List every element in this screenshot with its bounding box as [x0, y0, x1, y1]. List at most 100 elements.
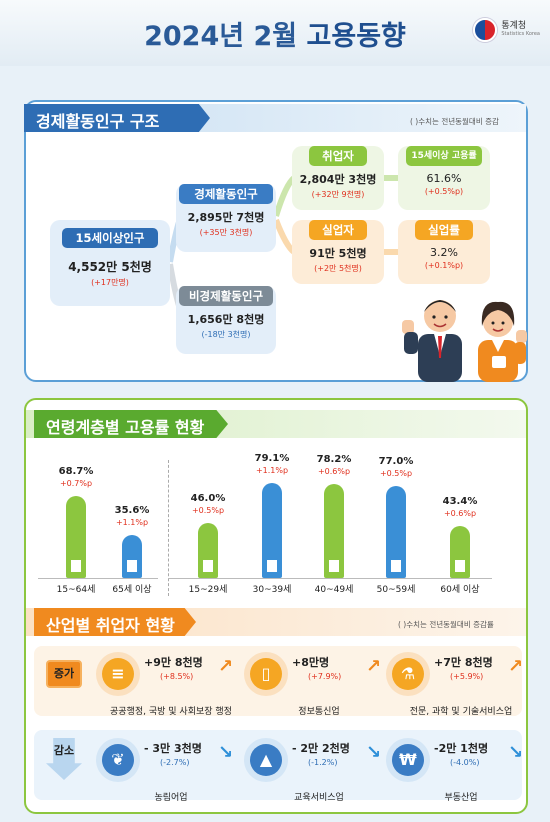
industry-percent: (-2.7%): [160, 758, 190, 767]
population-label: 15세이상인구: [62, 228, 158, 248]
trend-down-arrow-icon: ↘: [366, 742, 382, 763]
people-illustration: [402, 300, 527, 382]
house-won-icon: ₩: [386, 738, 430, 782]
statistics-korea-logo: 통계청 Statistics Korea: [473, 18, 540, 42]
age-employment-chart: 68.7% +0.7%p 15~64세 35.6% +1.1%p 65세 이상 46.0% +…: [28, 440, 524, 600]
document-icon: [125, 558, 139, 574]
employed-box: 취업자 2,804만 3천명 (+32만 9천명): [292, 146, 384, 210]
bar-value-label: 46.0%: [190, 492, 226, 504]
title-prefix: 2024년 2월: [144, 21, 298, 52]
industry-increase-item: ≡ +9만 8천명 (+8.5%) ↗ 공공행정, 국방 및 사회보장 행정: [96, 650, 246, 717]
industry-note: ( )수치는 전년동월대비 증감률: [398, 620, 494, 629]
industry-decrease-item: ❦ - 3만 3천명 (-2.7%) ↘ 농림어업: [96, 736, 246, 803]
bar-value-label: 78.2%: [316, 454, 352, 466]
industry-percent: (+7.9%): [308, 672, 342, 681]
wheat-icon: ❦: [96, 738, 140, 782]
econ-active-value: 2,895만 7천명: [187, 211, 265, 224]
population-change: (+17만명): [91, 278, 129, 287]
economically-active-box: 경제활동인구 2,895만 7천명 (+35만 3천명): [176, 184, 276, 252]
flask-icon: ⚗: [386, 652, 430, 696]
bar: [262, 483, 282, 578]
age-bar-group: 46.0% +0.5%p 15~29세: [178, 440, 238, 600]
industry-percent: (+5.9%): [450, 672, 484, 681]
unemployment-rate-value: 3.2%: [430, 246, 458, 259]
industry-amount: +7만 8천명: [434, 656, 493, 669]
employment-rate-value: 61.6%: [426, 172, 462, 185]
graduation-cap-icon: ▲: [244, 738, 288, 782]
logo-sub: Statistics Korea: [501, 31, 540, 38]
industry-amount: - 2만 2천명: [292, 742, 350, 755]
trend-up-arrow-icon: ↗: [508, 656, 524, 677]
bar-value-label: 35.6%: [114, 505, 150, 517]
employed-value: 2,804만 3천명: [299, 173, 377, 186]
unemployment-rate-change: (+0.1%p): [424, 261, 464, 270]
bar-change-label: +0.7%p: [59, 478, 93, 488]
industry-amount: +8만명: [292, 656, 330, 669]
industry-amount: -2만 1천명: [434, 742, 489, 755]
trend-up-arrow-icon: ↗: [218, 656, 234, 677]
bar-change-label: +0.5%p: [379, 468, 413, 478]
bar: [66, 495, 86, 578]
industry-percent: (-4.0%): [450, 758, 480, 767]
logo-name: 통계청: [501, 21, 527, 32]
industry-name: 전문, 과학 및 기술서비스업: [409, 707, 513, 717]
increase-tag: 증가: [46, 660, 82, 688]
industry-name: 부동산업: [444, 793, 478, 803]
industry-name: 농림어업: [154, 793, 188, 803]
population-value: 4,552만 5천명: [68, 260, 152, 274]
bar: [386, 485, 406, 578]
industry-name: 공공행정, 국방 및 사회보장 행정: [110, 707, 232, 717]
bar-change-label: +0.5%p: [191, 505, 225, 515]
age-bar-group: 43.4% +0.6%p 60세 이상: [430, 440, 490, 600]
industry-name: 교육서비스업: [294, 793, 344, 803]
trend-down-arrow-icon: ↘: [508, 742, 524, 763]
trend-up-arrow-icon: ↗: [366, 656, 382, 677]
unemployment-rate-box: 실업률 3.2% (+0.1%p): [398, 220, 490, 284]
unemployment-rate-label: 실업률: [415, 220, 473, 240]
industry-amount: +9만 8천명: [144, 656, 203, 669]
document-icon: [327, 558, 341, 574]
employed-label: 취업자: [309, 146, 367, 166]
age-bar-group: 68.7% +0.7%p 15~64세: [46, 440, 106, 600]
document-icon: ≡: [96, 652, 140, 696]
industry-increase-item: ▯ +8만명 (+7.9%) ↗ 정보통신업: [244, 650, 394, 717]
age-bar-group: 77.0% +0.5%p 50~59세: [366, 440, 426, 600]
econ-inactive-label: 비경제활동인구: [179, 286, 273, 306]
unemployed-change: (+2만 5천명): [314, 264, 362, 273]
bar-change-label: +0.6%p: [317, 467, 351, 477]
document-icon: [69, 558, 83, 574]
bar-change-label: +0.6%p: [443, 508, 477, 518]
document-icon: [453, 558, 467, 574]
industry-percent: (-1.2%): [308, 758, 338, 767]
bar-category-label: 65세 이상: [112, 585, 152, 595]
bar-value-label: 68.7%: [58, 465, 94, 477]
employment-rate-box: 15세이상 고용률 61.6% (+0.5%p): [398, 146, 490, 210]
chart-baseline: [38, 578, 158, 579]
employment-rate-change: (+0.5%p): [424, 187, 464, 196]
industry-percent: (+8.5%): [160, 672, 194, 681]
unemployed-value: 91만 5천명: [309, 247, 367, 260]
bar-category-label: 30~39세: [252, 585, 292, 595]
title-main: 고용동향: [306, 21, 406, 52]
bar-value-label: 77.0%: [378, 455, 414, 467]
structure-note: ( )수치는 전년동월대비 증감: [410, 117, 499, 126]
bar-value-label: 43.4%: [442, 495, 478, 507]
industry-name: 정보통신업: [298, 707, 340, 717]
econ-active-change: (+35만 3천명): [199, 228, 253, 237]
bar-change-label: +1.1%p: [255, 466, 289, 476]
chart-baseline: [168, 578, 492, 579]
structure-section-title: 경제활동인구 구조: [24, 104, 210, 132]
trend-down-arrow-icon: ↘: [218, 742, 234, 763]
bar-change-label: +1.1%p: [115, 518, 149, 528]
industry-decrease-item: ₩ -2만 1천명 (-4.0%) ↘ 부동산업: [386, 736, 536, 803]
age-bar-group: 79.1% +1.1%p 30~39세: [242, 440, 302, 600]
economically-inactive-box: 비경제활동인구 1,656만 8천명 (-18만 3천명): [176, 286, 276, 354]
employed-change: (+32만 9천명): [311, 190, 365, 199]
bar-value-label: 79.1%: [254, 453, 290, 465]
document-icon: [201, 558, 215, 574]
employment-rate-label: 15세이상 고용률: [406, 146, 482, 166]
unemployed-box: 실업자 91만 5천명 (+2만 5천명): [292, 220, 384, 284]
bar-category-label: 50~59세: [376, 585, 416, 595]
age-group-divider: [168, 460, 169, 596]
bar-category-label: 15~64세: [56, 585, 96, 595]
